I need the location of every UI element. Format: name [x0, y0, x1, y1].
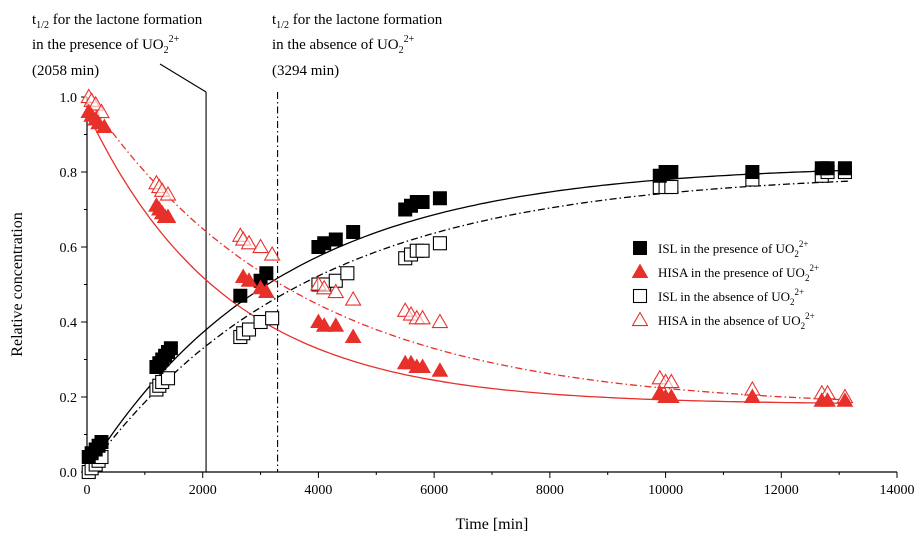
data-point	[159, 185, 177, 201]
data-point	[327, 317, 345, 332]
data-point	[160, 371, 176, 386]
x-axis-title: Time [min]	[456, 516, 529, 533]
data-point	[346, 225, 361, 239]
legend-marker	[632, 288, 648, 304]
legend-label: HISA in the absence of UO22+	[658, 311, 815, 331]
annotation-layer: t1/2 for the lactone formation in the pre…	[32, 12, 443, 472]
legend: ISL in the presence of UO22+ HISA in the …	[631, 239, 819, 331]
annotation-line3: (2058 min)	[32, 63, 99, 79]
data-point	[344, 328, 362, 344]
legend-item-2: HISA in the presence of UO22+	[631, 263, 819, 283]
data-point	[415, 195, 430, 209]
y-tick-label: 0.4	[60, 316, 78, 331]
annotation-present: t1/2 for the lactone formation in the pre…	[32, 12, 207, 472]
annotation-line1: t1/2 for the lactone formation	[32, 12, 203, 31]
data-point	[819, 392, 836, 407]
data-point	[664, 165, 679, 179]
x-tick-label: 10000	[648, 483, 683, 498]
data-point	[96, 118, 113, 134]
data-point	[744, 388, 761, 404]
x-tick-label: 14000	[880, 483, 915, 498]
annotation-absent: t1/2 for the lactone formation in the abs…	[272, 12, 443, 472]
data-point	[240, 234, 258, 250]
series-2-points	[80, 103, 854, 407]
data-point	[431, 362, 449, 377]
data-point	[663, 388, 680, 404]
data-point	[340, 266, 355, 281]
data-point	[93, 103, 110, 119]
annotation-line3: (3294 min)	[272, 63, 339, 79]
x-tick-label: 2000	[189, 483, 217, 498]
fit-curves	[86, 96, 851, 473]
data-point	[241, 322, 257, 337]
x-tick-label: 6000	[420, 483, 448, 498]
legend-item-1: ISL in the presence of UO22+	[633, 239, 808, 259]
fit-curve-1	[86, 169, 851, 473]
data-point	[265, 311, 280, 326]
data-point	[327, 283, 345, 299]
series-3-points	[81, 164, 852, 480]
legend-label: HISA in the presence of UO22+	[658, 263, 819, 283]
annotation-line1: t1/2 for the lactone formation	[272, 12, 443, 31]
data-point	[664, 179, 679, 195]
series-4-points	[80, 88, 854, 404]
data-point	[414, 358, 431, 374]
data-point	[432, 236, 447, 251]
y-tick-label: 0.8	[60, 166, 78, 181]
data-point	[431, 313, 449, 329]
data-point	[344, 290, 362, 306]
annotation-line2: in the absence of UO22+	[272, 34, 415, 56]
data-point	[317, 236, 332, 251]
y-tick-label: 0.2	[60, 391, 78, 406]
data-point	[87, 95, 105, 111]
legend-item-4: HISA in the absence of UO22+	[631, 311, 815, 331]
data-point	[662, 373, 680, 389]
data-point	[240, 272, 258, 287]
data-point	[258, 283, 275, 299]
data-point	[328, 232, 343, 247]
legend-marker	[631, 311, 649, 327]
data-point	[159, 208, 177, 224]
x-tick-label: 8000	[536, 483, 564, 498]
data-point	[414, 309, 431, 325]
data-point	[745, 165, 760, 179]
y-tick-label: 1.0	[60, 91, 78, 106]
y-axis-title: Relative concentration	[9, 212, 26, 356]
x-tick-label: 4000	[304, 483, 332, 498]
annotation-line2: in the presence of UO22+	[32, 34, 180, 56]
data-point	[820, 161, 835, 176]
y-tick-label: 0.6	[60, 241, 78, 256]
axes: 0 2000 4000 6000 8000 10000 12000 14000 0.0 0.2 0.…	[9, 91, 915, 533]
legend-marker	[633, 241, 647, 255]
data-point	[432, 191, 447, 206]
annotation-leader	[159, 63, 207, 93]
x-tick-label: 0	[84, 483, 91, 498]
x-tick-label: 12000	[764, 483, 799, 498]
legend-label: ISL in the presence of UO22+	[658, 239, 808, 259]
data-point	[94, 435, 109, 449]
data-point	[837, 161, 852, 176]
fit-curve-3	[86, 180, 851, 473]
data-point	[263, 245, 281, 261]
legend-item-3: ISL in the absence of UO22+	[632, 287, 804, 307]
data-point	[252, 238, 269, 254]
data-point	[315, 317, 333, 332]
legend-marker	[631, 263, 649, 279]
fit-curve-2	[86, 111, 851, 404]
data-point	[163, 341, 178, 356]
legend-label: ISL in the absence of UO22+	[658, 287, 804, 307]
fit-curve-4	[86, 96, 851, 401]
data-point	[233, 288, 248, 303]
y-tick-label: 0.0	[60, 466, 78, 481]
series-1-points	[81, 161, 852, 464]
data-point	[415, 243, 430, 258]
data-point	[836, 392, 854, 407]
data-markers	[80, 88, 854, 480]
data-point	[259, 266, 274, 281]
data-point	[315, 279, 333, 295]
